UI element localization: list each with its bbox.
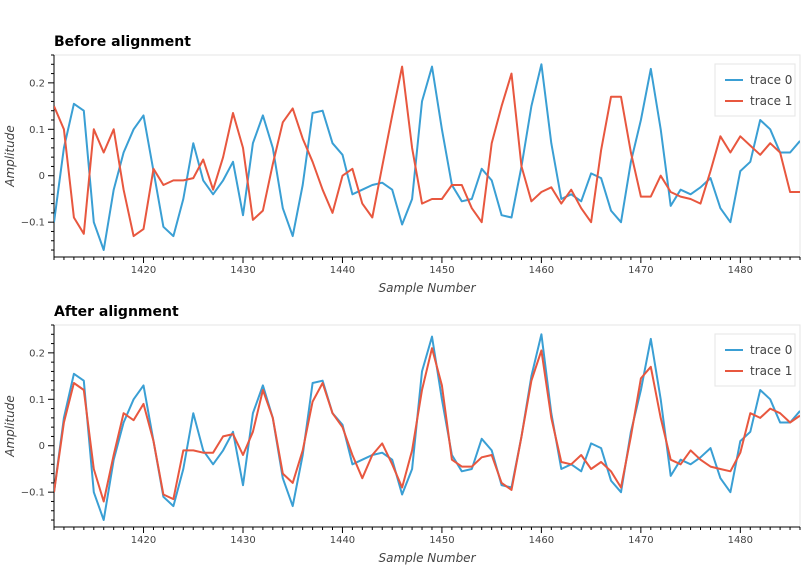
y-tick-label: 0.1 [29,125,45,136]
after-alignment-panel: After alignment 1420 1430 1440 1450 1460 1470 1… [3,304,801,565]
x-tick-label: 1430 [230,535,255,546]
y-tick-label: −0.1 [21,488,45,499]
x-tick-label: 1450 [429,535,454,546]
series-line-trace-0 [54,63,800,251]
x-tick-label: 1420 [131,535,156,546]
legend-box [714,333,796,387]
x-tick-label: 1460 [529,265,554,276]
series-line-trace-1 [54,347,800,503]
legend: trace 0 trace 1 [714,63,796,117]
x-axis-label: Sample Number [378,281,476,295]
legend-label-trace-1: trace 1 [750,94,792,108]
x-tick-label: 1430 [230,265,255,276]
x-tick-label: 1480 [728,265,753,276]
x-tick-label: 1460 [529,535,554,546]
before-alignment-panel: Before alignment 1420 1430 1440 1450 1460 1470… [3,34,801,295]
y-tick-label: 0.2 [29,78,45,89]
x-tick-label: 1440 [330,265,355,276]
y-tick-label: 0.2 [29,348,45,359]
legend-label-trace-0: trace 0 [750,73,792,87]
y-tick-label: 0.1 [29,395,45,406]
series-line-trace-1 [54,65,800,238]
y-tick-label: 0 [39,171,45,182]
x-tick-label: 1420 [131,265,156,276]
x-tick-label: 1480 [728,535,753,546]
x-tick-label: 1450 [429,265,454,276]
legend: trace 0 trace 1 [714,333,796,387]
y-tick-label: 0 [39,441,45,452]
legend-label-trace-1: trace 1 [750,364,792,378]
y-tick-label: −0.1 [21,218,45,229]
x-tick-label: 1470 [628,535,653,546]
x-tick-label: 1440 [330,535,355,546]
chart-title: Before alignment [54,34,191,50]
chart-title: After alignment [54,304,179,320]
series-line-trace-0 [54,333,800,521]
y-axis-label: Amplitude [3,395,17,458]
legend-box [714,63,796,117]
y-axis-label: Amplitude [3,125,17,188]
legend-label-trace-0: trace 0 [750,343,792,357]
x-tick-label: 1470 [628,265,653,276]
x-axis-label: Sample Number [378,551,476,565]
